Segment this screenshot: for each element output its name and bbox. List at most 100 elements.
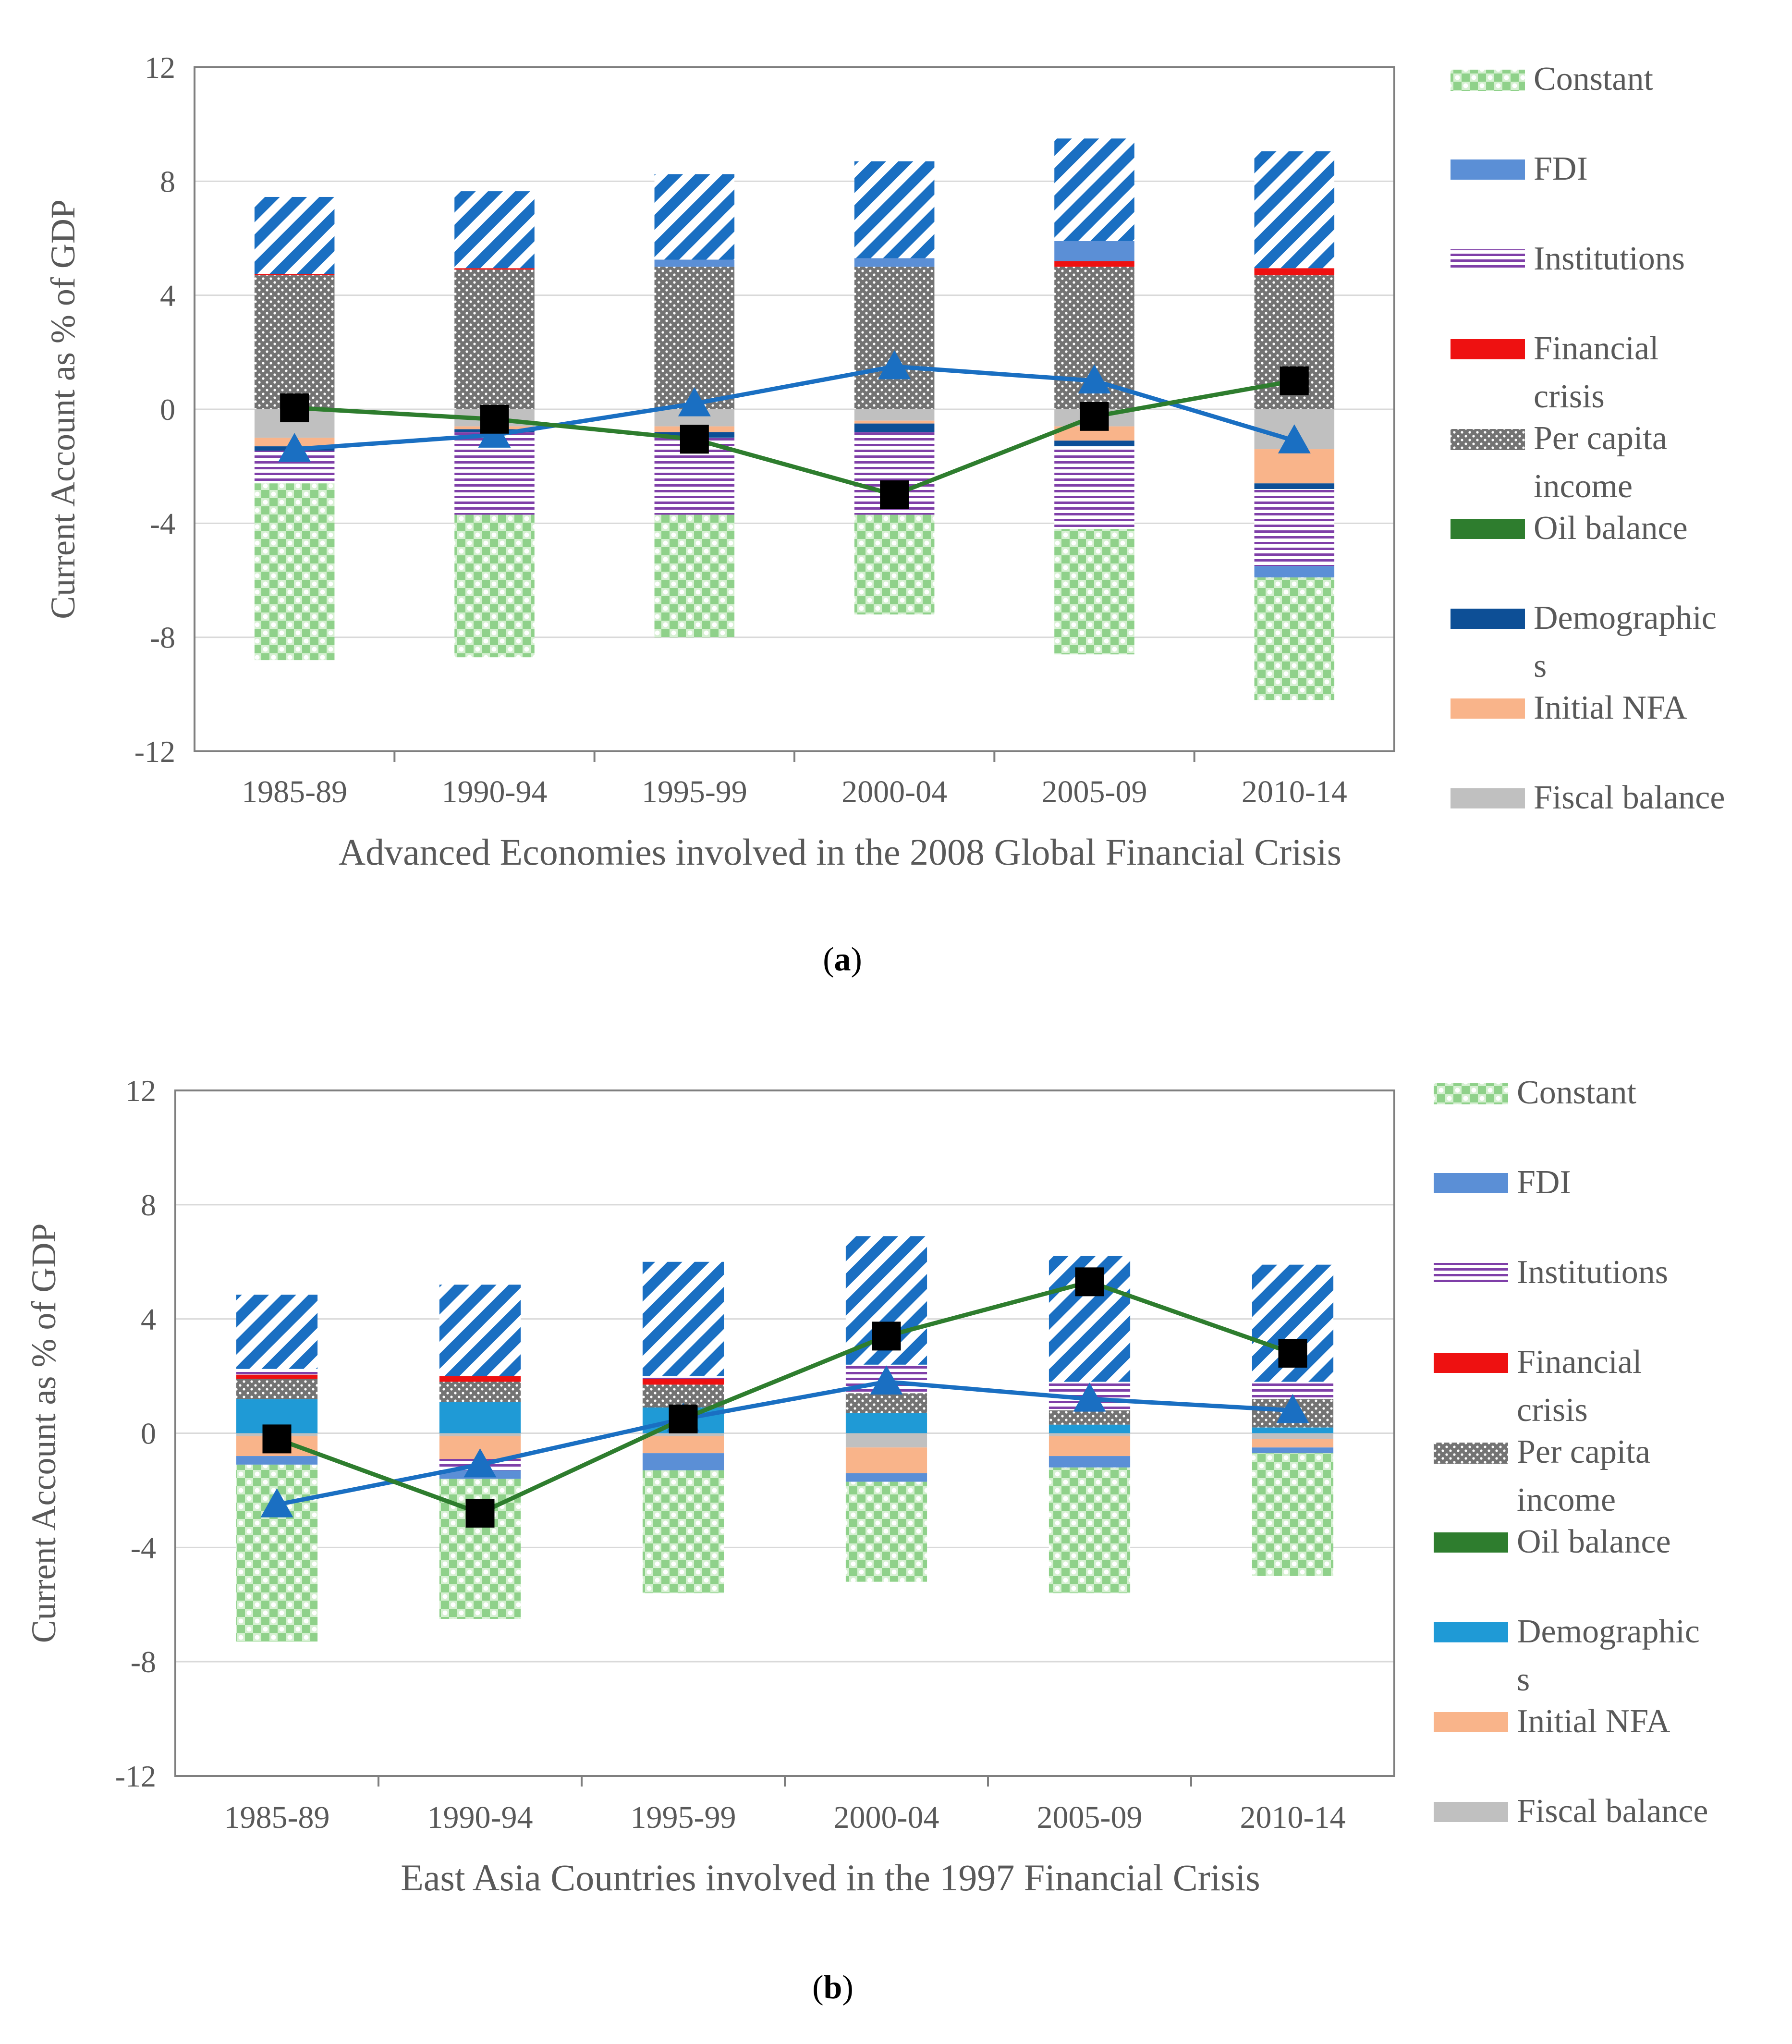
x-tick-label: 1990-94 (427, 1800, 533, 1835)
legend-label-per_capita_income: income (1534, 468, 1633, 505)
legend-label-per_capita_income: Per capita (1517, 1433, 1650, 1470)
panel-label-letter: a (834, 941, 851, 978)
bar-initial_nfa-2005-09 (1048, 1436, 1131, 1457)
y-tick-label: 8 (141, 1188, 156, 1222)
fitted-triangle-marker (1078, 364, 1111, 394)
legend-swatch-constant (1434, 1083, 1508, 1104)
actual-square-marker (1080, 402, 1109, 431)
bar-constant-1995-99 (642, 1470, 724, 1593)
bar-fdi-2010-14 (1254, 566, 1335, 578)
x-tick-label: 2000-04 (834, 1800, 939, 1835)
bar-per_capita_income-1985-89 (236, 1379, 318, 1399)
legend-label-financial_crisis: Financial (1517, 1344, 1642, 1381)
bar-demographics-2005-09 (1054, 441, 1134, 447)
legend-swatch-oil_balance (1451, 519, 1525, 539)
bar-residual-1995-99 (642, 1261, 724, 1376)
bar-demographics-2010-14 (1252, 1427, 1334, 1433)
actual-square-marker (262, 1424, 292, 1454)
fitted-line (294, 364, 1295, 452)
panel-label-close: ) (851, 941, 862, 978)
bar-fiscal_balance-1995-99 (642, 1433, 724, 1436)
legend-label-demographics: s (1534, 648, 1547, 685)
bar-per_capita_income-1985-89 (254, 275, 335, 409)
bar-per_capita_income-1995-99 (654, 267, 735, 409)
legend-swatch-fiscal_balance (1451, 788, 1525, 808)
fitted-triangle-marker (1073, 1383, 1106, 1412)
legend-label-financial_crisis: Financial (1534, 330, 1658, 367)
actual-square-marker (480, 404, 509, 434)
legend-swatch-constant (1451, 70, 1525, 91)
bar-residual-1985-89 (236, 1295, 318, 1369)
bar-fiscal_balance-2000-04 (845, 1433, 927, 1448)
x-axis-label: East Asia Countries involved in the 1997… (401, 1857, 1260, 1898)
x-tick-label: 2010-14 (1242, 774, 1347, 809)
actual-square-marker (880, 480, 909, 509)
actual-line (294, 379, 1295, 497)
x-tick-label: 1985-89 (242, 774, 347, 809)
bar-constant-1995-99 (654, 514, 735, 637)
y-tick-label: 12 (145, 50, 175, 85)
bar-per_capita_income-1990-94 (454, 269, 535, 409)
bar-financial_crisis-1990-94 (454, 268, 535, 270)
fitted-triangle-marker (463, 1448, 497, 1478)
y-tick-label: -4 (150, 506, 175, 540)
bar-demographics-2000-04 (854, 423, 935, 432)
legend-label-constant: Constant (1517, 1074, 1636, 1111)
legend-label-fiscal_balance: Fiscal balance (1534, 779, 1725, 816)
y-tick-label: -8 (131, 1645, 156, 1679)
legend-label-initial_nfa: Initial NFA (1534, 689, 1687, 726)
bar-fdi-1985-89 (236, 1456, 318, 1465)
bar-institutions-1985-89 (236, 1369, 318, 1375)
bar-fdi-1995-99 (642, 1453, 724, 1470)
bar-demographics-2010-14 (1254, 483, 1335, 490)
legend-label-fdi: FDI (1517, 1164, 1571, 1201)
y-tick-label: 8 (160, 164, 175, 198)
bar-residual-2000-04 (854, 161, 935, 258)
bar-constant-2000-04 (845, 1481, 927, 1582)
bar-per_capita_income-1990-94 (439, 1382, 521, 1402)
bar-institutions-1995-99 (642, 1376, 724, 1379)
y-tick-label: 4 (141, 1302, 156, 1336)
bar-constant-2010-14 (1252, 1453, 1334, 1576)
y-axis-label: Current Account as % of GDP (44, 199, 82, 619)
bar-per_capita_income-2005-09 (1048, 1410, 1131, 1425)
y-tick-label: 4 (160, 279, 175, 313)
bar-constant-2005-09 (1054, 529, 1134, 655)
legend-swatch-financial_crisis (1434, 1353, 1508, 1373)
chart-panel-a: 12 8 4 0 -4 -8 -12 1985-89 1990-94 1995-99 2000-04… (44, 50, 1725, 978)
legend-swatch-fdi (1434, 1173, 1508, 1193)
panel-label-open: ( (812, 1969, 823, 2006)
bar-financial_crisis-1985-89 (236, 1374, 318, 1379)
bar-financial_crisis-1985-89 (254, 274, 335, 276)
bar-per_capita_income-2000-04 (845, 1393, 927, 1413)
x-tick-label: 2010-14 (1240, 1800, 1346, 1835)
legend-swatch-demographics (1451, 609, 1525, 629)
fitted-triangle-marker (1278, 424, 1311, 453)
bar-initial_nfa-2010-14 (1254, 449, 1335, 484)
bar-residual-2010-14 (1254, 151, 1335, 269)
bar-constant-1990-94 (454, 514, 535, 658)
fitted-line (276, 1379, 1293, 1507)
legend-label-initial_nfa: Initial NFA (1517, 1703, 1670, 1740)
bar-residual-1990-94 (454, 191, 535, 269)
legend-swatch-institutions (1451, 249, 1525, 270)
legend-label-financial_crisis: crisis (1517, 1392, 1588, 1429)
legend-label-per_capita_income: Per capita (1534, 420, 1667, 457)
legend-swatch-initial_nfa (1434, 1712, 1508, 1732)
bar-fiscal_balance-2000-04 (854, 409, 935, 421)
y-tick-label: -12 (115, 1759, 156, 1793)
bar-financial_crisis-2010-14 (1254, 268, 1335, 276)
bar-constant-2010-14 (1254, 577, 1335, 700)
bar-demographics-1990-94 (439, 1402, 521, 1433)
actual-square-marker (872, 1322, 901, 1351)
legend-label-institutions: Institutions (1534, 240, 1685, 277)
legend-swatch-fiscal_balance (1434, 1802, 1508, 1822)
fitted-triangle-marker (1276, 1394, 1309, 1423)
legend-swatch-initial_nfa (1451, 698, 1525, 719)
legend-label-oil_balance: Oil balance (1534, 510, 1688, 547)
bar-fiscal_balance-2005-09 (1048, 1433, 1131, 1436)
bar-initial_nfa-2000-04 (845, 1447, 927, 1473)
x-tick-label: 1990-94 (442, 774, 548, 809)
bar-fdi-1995-99 (654, 259, 735, 267)
fitted-triangle-marker (260, 1488, 293, 1518)
